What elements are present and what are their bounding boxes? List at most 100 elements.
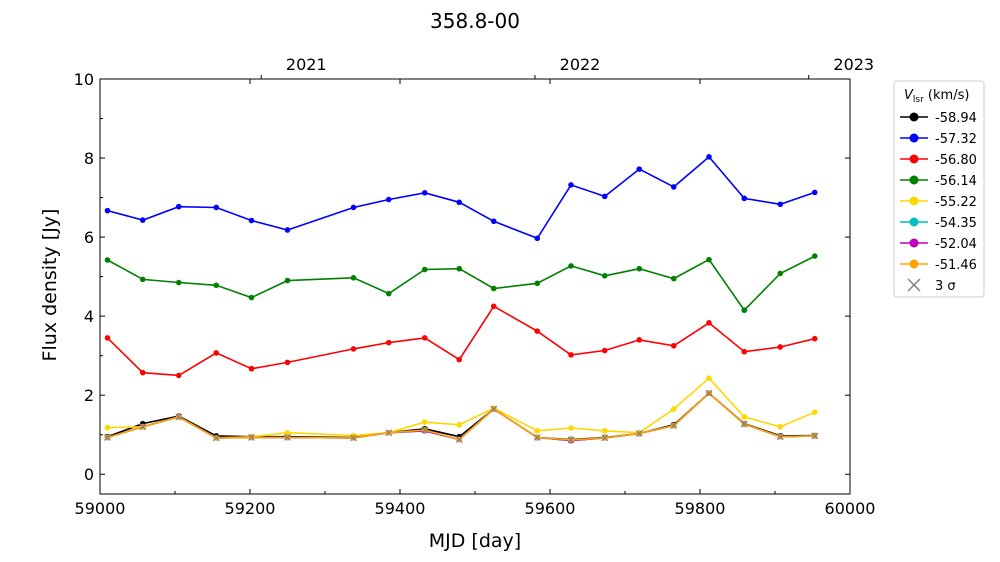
data-point bbox=[284, 227, 291, 233]
sigma-stroke bbox=[567, 436, 575, 444]
top-year-axis: 2021 2022 2023 bbox=[260, 55, 874, 79]
data-point bbox=[490, 285, 497, 292]
plot-frame bbox=[99, 78, 851, 495]
data-point bbox=[670, 275, 677, 282]
sigma-marker bbox=[175, 413, 183, 421]
data-point bbox=[601, 427, 608, 434]
sigma-stroke bbox=[284, 434, 291, 441]
data-point bbox=[534, 427, 541, 434]
data-point bbox=[777, 424, 784, 430]
legend-label: -57.32 bbox=[935, 132, 977, 147]
data-point bbox=[706, 256, 712, 263]
legend-items: -58.94 -57.32 -56.80 -56.14 -55.22 -54.35 -52.… bbox=[900, 111, 977, 294]
series-line bbox=[106, 305, 815, 377]
sigma-stroke bbox=[670, 422, 678, 430]
sigma-stroke bbox=[533, 434, 541, 441]
data-point bbox=[601, 347, 608, 354]
sigma-stroke bbox=[740, 420, 748, 428]
sigma-marker bbox=[455, 436, 463, 443]
data-point bbox=[568, 263, 574, 269]
legend-item: -52.04 bbox=[900, 237, 977, 252]
sigma-stroke bbox=[350, 434, 357, 442]
sigma-marker bbox=[212, 434, 220, 442]
series-line bbox=[107, 392, 815, 442]
x-axis: 59000 59200 59400 59600 59800 60000 bbox=[75, 79, 876, 518]
data-point bbox=[213, 282, 220, 289]
data-point bbox=[350, 275, 357, 281]
x-axis-label: MJD [day] bbox=[429, 530, 521, 552]
data-point bbox=[811, 253, 818, 259]
data-point bbox=[706, 320, 712, 326]
data-point bbox=[490, 218, 497, 225]
data-point bbox=[213, 204, 220, 211]
data-point bbox=[670, 184, 677, 190]
sigma-marker bbox=[104, 434, 111, 441]
year-tick-label: 2022 bbox=[560, 55, 601, 74]
data-point bbox=[139, 369, 146, 376]
data-point bbox=[568, 425, 574, 431]
sigma-stroke bbox=[601, 434, 609, 442]
x-tick-label: 59000 bbox=[75, 499, 126, 518]
sigma-marker bbox=[533, 434, 541, 441]
sigma-marker bbox=[139, 423, 147, 431]
x-tick-label: 59200 bbox=[225, 499, 276, 518]
legend-item: -54.35 bbox=[900, 216, 977, 231]
chart-title: 358.8-00 bbox=[430, 9, 520, 33]
sigma-stroke bbox=[776, 433, 784, 441]
series-line bbox=[107, 392, 815, 442]
data-point bbox=[175, 372, 182, 379]
data-point bbox=[350, 346, 357, 352]
data-point bbox=[456, 356, 463, 363]
data-point bbox=[534, 235, 541, 242]
data-point bbox=[741, 195, 748, 202]
data-point bbox=[139, 276, 146, 283]
sigma-marker bbox=[248, 434, 255, 441]
data-point bbox=[706, 154, 712, 160]
legend-label: -56.14 bbox=[935, 174, 977, 189]
legend-item: -57.32 bbox=[900, 132, 977, 147]
data-point bbox=[568, 182, 574, 188]
series-line bbox=[107, 377, 816, 439]
legend-label: -52.04 bbox=[935, 237, 977, 252]
sigma-stroke bbox=[705, 389, 713, 397]
y-tick-label: 0 bbox=[84, 465, 94, 484]
y-tick-label: 8 bbox=[84, 149, 94, 168]
data-point bbox=[385, 339, 392, 346]
data-point bbox=[811, 409, 818, 415]
year-tick-label: 2021 bbox=[286, 55, 327, 74]
data-point bbox=[777, 270, 784, 277]
legend-label: -58.94 bbox=[935, 111, 977, 126]
data-point bbox=[104, 424, 111, 431]
sigma-legend-label: 3 σ bbox=[935, 279, 956, 294]
sigma-stroke bbox=[455, 436, 463, 443]
legend-marker bbox=[909, 259, 919, 269]
year-tick-label: 2023 bbox=[833, 55, 874, 74]
sigma-stroke bbox=[811, 432, 819, 440]
legend-marker bbox=[909, 133, 919, 143]
series-line bbox=[107, 155, 816, 240]
data-point bbox=[456, 422, 463, 428]
series-line bbox=[107, 255, 816, 312]
legend-marker bbox=[909, 238, 919, 248]
legend: Vlsr (km/s) -58.94 -57.32 -56.80 -56.14 -55.… bbox=[893, 80, 985, 298]
data-point bbox=[568, 352, 574, 358]
legend-item-sigma: 3 σ bbox=[907, 278, 956, 294]
series-layer bbox=[104, 154, 819, 444]
data-point bbox=[601, 273, 608, 279]
legend-marker bbox=[909, 217, 919, 227]
legend-marker bbox=[909, 196, 919, 206]
sigma-marker bbox=[776, 433, 784, 441]
legend-label: -54.35 bbox=[935, 216, 977, 231]
data-point bbox=[490, 303, 497, 310]
data-point bbox=[636, 265, 643, 272]
sigma-legend-stroke bbox=[907, 278, 921, 292]
sigma-marker bbox=[740, 420, 748, 428]
sigma-marker bbox=[385, 429, 393, 437]
data-point bbox=[421, 266, 428, 273]
data-point bbox=[421, 190, 428, 196]
x-tick-label: 60000 bbox=[825, 499, 876, 518]
y-axis: 0 2 4 6 8 10 bbox=[74, 70, 850, 484]
sigma-marker bbox=[421, 426, 429, 434]
data-point bbox=[104, 257, 111, 263]
